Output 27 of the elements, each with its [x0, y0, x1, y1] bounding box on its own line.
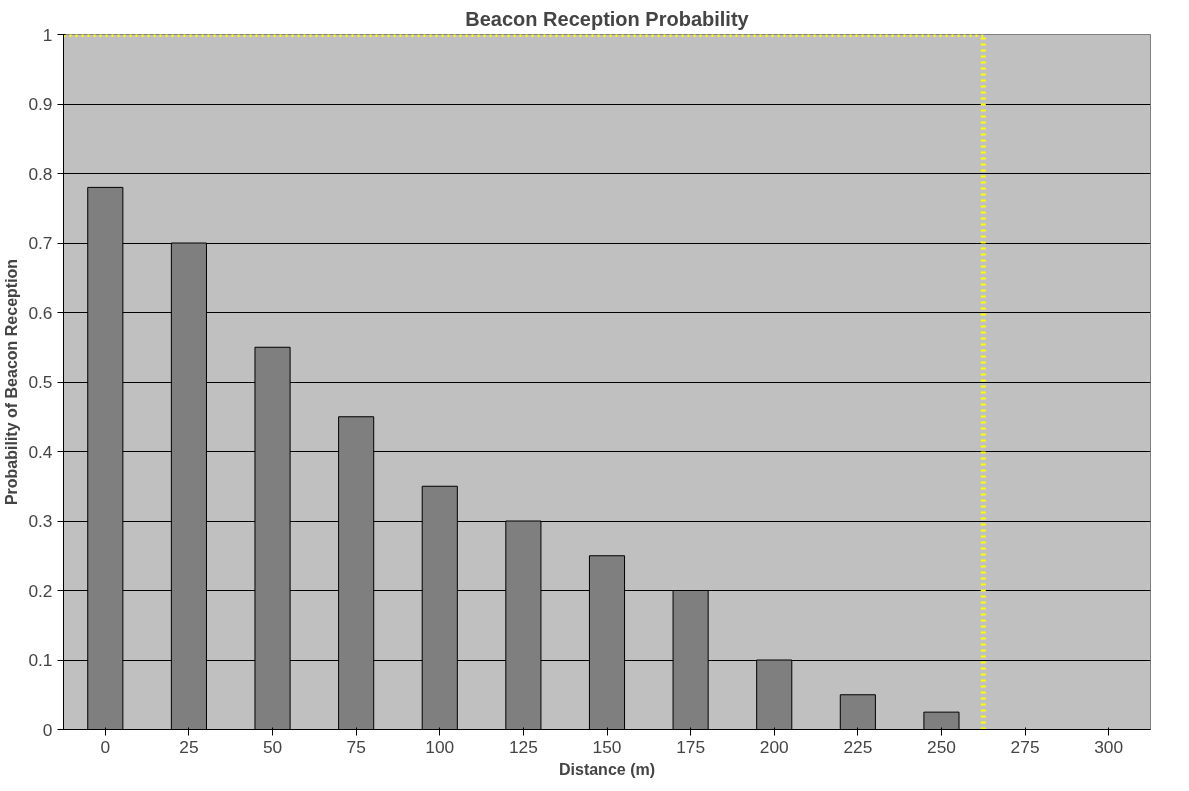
x-tick-label: 250 [927, 736, 956, 757]
x-tick-label: 25 [179, 736, 199, 757]
x-axis-title: Distance (m) [558, 760, 656, 778]
y-tick-label: 0.4 [28, 441, 53, 462]
x-tick-label: 150 [592, 736, 622, 757]
x-tick-label: 75 [346, 736, 366, 757]
chart-title: Beacon Reception Probability [465, 7, 750, 30]
y-tick-label: 0.6 [28, 302, 53, 323]
x-tick-label: 0 [100, 736, 111, 757]
y-tick-label: 0.9 [28, 94, 53, 114]
y-tick-label: 0.8 [28, 163, 53, 184]
x-tick-label: 275 [1010, 736, 1040, 757]
x-tick-label: 200 [759, 736, 789, 757]
y-tick-label: 0 [42, 719, 53, 740]
x-tick-label: 100 [425, 736, 455, 757]
y-tick-label: 0.1 [28, 650, 53, 670]
y-tick-label: 0.5 [28, 372, 53, 392]
y-tick-label: 0.3 [28, 511, 53, 531]
y-tick-label: 1 [42, 24, 53, 45]
y-tick-label: 0.7 [28, 233, 53, 253]
x-tick-label: 50 [262, 736, 283, 757]
x-tick-label: 175 [676, 736, 706, 757]
y-tick-label: 0.2 [28, 580, 53, 601]
x-tick-label: 300 [1094, 736, 1124, 757]
x-tick-label: 225 [843, 736, 873, 757]
x-tick-label: 125 [508, 736, 538, 757]
y-axis-title: Probability of Beacon Reception [3, 258, 21, 506]
